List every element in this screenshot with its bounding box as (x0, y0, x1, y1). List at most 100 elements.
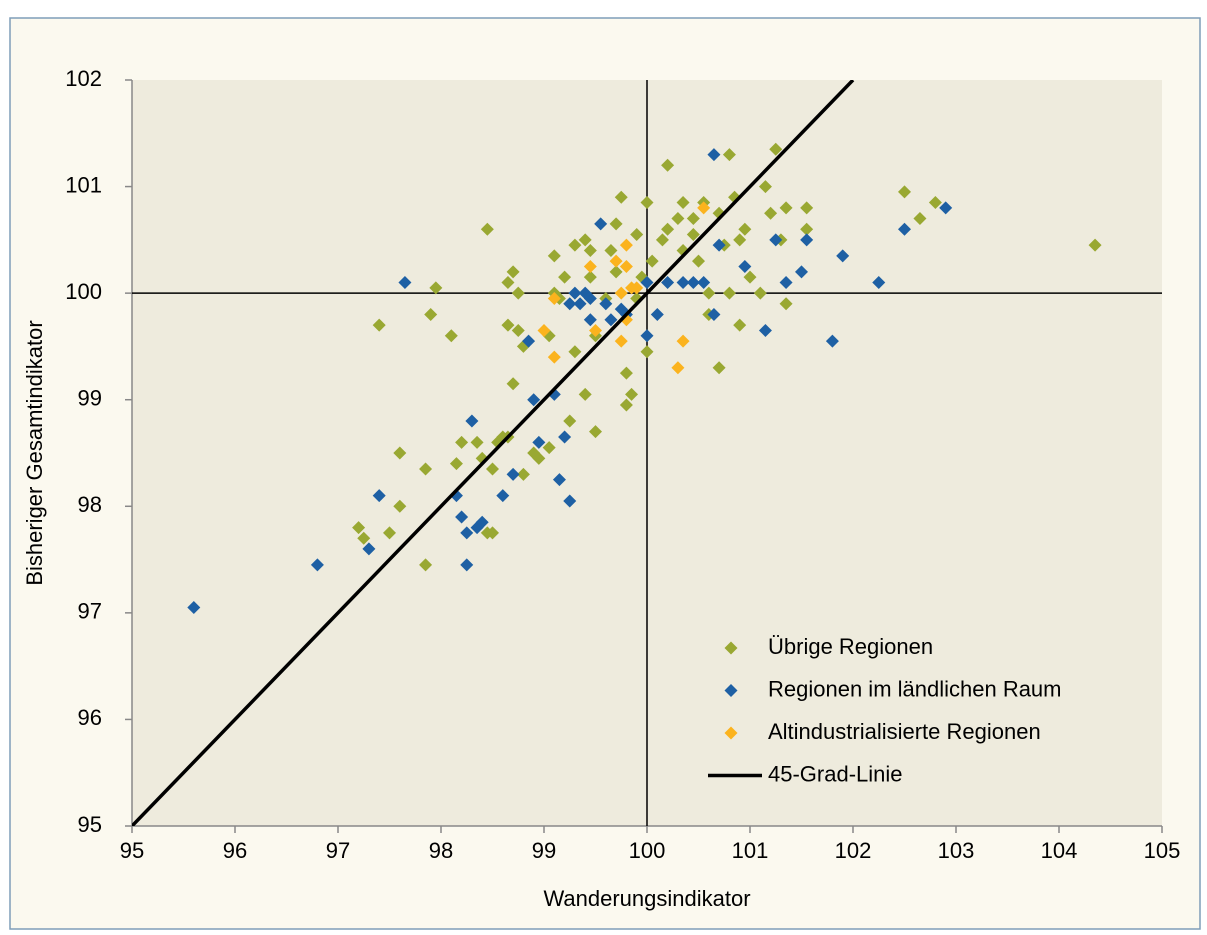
point (609, 254, 623, 268)
point (722, 148, 736, 162)
y-axis-label: Bisheriger Gesamtindikator (22, 320, 47, 585)
point (800, 201, 814, 215)
point (444, 329, 458, 343)
x-tick-label: 95 (120, 838, 144, 863)
point (419, 462, 433, 476)
point (614, 334, 628, 348)
point (614, 286, 628, 300)
point (362, 542, 376, 556)
point (578, 387, 592, 401)
x-tick-label: 98 (429, 838, 453, 863)
point (650, 307, 664, 321)
point (486, 462, 499, 476)
point (583, 313, 597, 327)
point (692, 254, 705, 268)
point (563, 414, 577, 428)
x-tick-label: 96 (223, 838, 247, 863)
point (589, 323, 602, 337)
point (1088, 238, 1102, 252)
point (697, 275, 711, 289)
x-axis-label: Wanderungsindikator (543, 886, 750, 911)
point (625, 387, 639, 401)
point (506, 467, 520, 481)
point (722, 286, 736, 300)
point (872, 275, 886, 289)
point (573, 297, 587, 311)
x-tick-label: 102 (835, 838, 872, 863)
point (568, 286, 582, 300)
point (645, 254, 659, 268)
point (563, 297, 577, 311)
point (609, 265, 623, 279)
point (532, 451, 546, 465)
point (455, 510, 469, 524)
point (939, 201, 953, 215)
x-tick-label: 99 (532, 838, 556, 863)
point (604, 313, 618, 327)
point (640, 196, 654, 210)
point (676, 275, 690, 289)
point (604, 244, 618, 258)
point (372, 489, 386, 503)
point (661, 222, 675, 236)
point (547, 249, 561, 263)
x-tick-label: 101 (732, 838, 769, 863)
point (630, 281, 644, 295)
legend-label: Altindustrialisierte Regionen (768, 719, 1041, 744)
point (686, 212, 700, 226)
point (424, 307, 438, 321)
point (676, 196, 690, 210)
point (583, 270, 597, 284)
point (475, 515, 489, 529)
point (393, 446, 407, 460)
point (758, 323, 772, 337)
plot-content (132, 80, 1162, 826)
point (619, 366, 633, 380)
point (527, 393, 541, 407)
point (568, 238, 582, 252)
point (352, 521, 366, 535)
point (671, 361, 685, 375)
point (372, 318, 386, 332)
legend-label: Übrige Regionen (768, 634, 933, 659)
point (769, 142, 783, 156)
point (697, 201, 711, 215)
point (578, 233, 592, 247)
point (707, 148, 721, 162)
point (640, 345, 654, 359)
point (825, 334, 839, 348)
y-tick-label: 100 (65, 279, 102, 304)
point (630, 228, 644, 242)
point (743, 270, 757, 284)
point (609, 217, 623, 231)
point (558, 270, 572, 284)
point (769, 233, 783, 247)
point (928, 196, 942, 210)
point (640, 329, 654, 343)
point (753, 286, 767, 300)
point (599, 297, 613, 311)
y-tick-label: 98 (78, 492, 102, 517)
point (496, 489, 510, 503)
y-tick-label: 97 (78, 599, 102, 624)
point (522, 334, 536, 348)
point (552, 473, 566, 487)
point (800, 222, 814, 236)
point (779, 275, 793, 289)
point (419, 558, 433, 572)
point (640, 275, 654, 289)
point (764, 206, 778, 220)
point (187, 601, 201, 615)
point (310, 558, 324, 572)
point (589, 425, 602, 439)
point (383, 526, 396, 540)
x-tick-label: 104 (1041, 838, 1078, 863)
point (558, 430, 572, 444)
point (480, 222, 494, 236)
point (779, 201, 793, 215)
point (712, 361, 726, 375)
point (619, 238, 633, 252)
point (836, 249, 850, 263)
line (132, 80, 855, 826)
